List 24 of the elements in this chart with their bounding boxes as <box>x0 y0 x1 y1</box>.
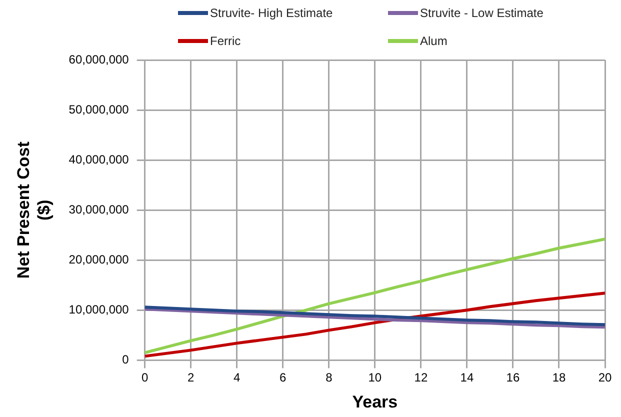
x-tick-label: 10 <box>368 370 382 385</box>
y-tick-label: 60,000,000 <box>68 52 130 66</box>
legend-label: Struvite- High Estimate <box>210 6 333 20</box>
x-tick-label: 18 <box>552 370 566 385</box>
y-tick-label: 10,000,000 <box>68 302 130 316</box>
y-tick-label: 40,000,000 <box>68 152 130 166</box>
legend-label: Ferric <box>210 34 241 48</box>
x-tick-label: 2 <box>188 370 195 385</box>
y-axis-title: Net Present Cost ($) <box>14 141 54 279</box>
y-tick-label: 20,000,000 <box>68 252 130 266</box>
x-tick-label: 16 <box>506 370 520 385</box>
x-tick-label: 0 <box>142 370 149 385</box>
y-tick-label: 50,000,000 <box>68 102 130 116</box>
x-tick-label: 12 <box>414 370 428 385</box>
x-tick-label: 14 <box>460 370 474 385</box>
x-axis-title: Years <box>352 392 398 412</box>
x-tick-label: 8 <box>326 370 333 385</box>
x-tick-label: 20 <box>598 370 612 385</box>
x-tick-label: 4 <box>234 370 241 385</box>
x-tick-label: 6 <box>280 370 287 385</box>
legend-label: Alum <box>420 34 448 48</box>
y-tick-label: 0 <box>122 352 130 367</box>
y-tick-label: 30,000,000 <box>68 202 130 216</box>
legend-label: Struvite - Low Estimate <box>420 6 544 20</box>
